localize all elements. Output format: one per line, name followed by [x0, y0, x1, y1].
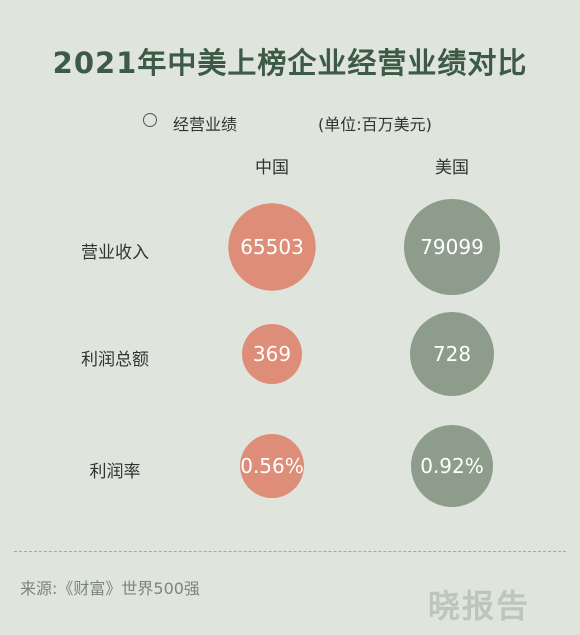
unit-label: (单位:百万美元) [318, 115, 432, 134]
bubble-0-1 [404, 199, 500, 295]
bubble-1-1 [410, 312, 494, 396]
chart-title: 2021年中美上榜企业经营业绩对比 [52, 46, 528, 80]
watermark-logo: 晓报告 [428, 587, 531, 625]
column-header-china: 中国 [255, 158, 289, 178]
row-label-margin: 利润率 [89, 462, 141, 482]
bubble-2-1 [411, 425, 493, 507]
bubble-0-0 [228, 203, 316, 291]
bubble-1-0 [242, 324, 302, 384]
bubble-2-0 [240, 434, 304, 498]
footer-divider [14, 551, 566, 552]
row-label-revenue: 营业收入 [81, 243, 149, 263]
source-note: 来源:《财富》世界500强 [20, 579, 200, 598]
column-header-usa: 美国 [435, 158, 469, 178]
bubble-label-0-0: 65503 [240, 235, 304, 259]
bubble-label-1-1: 728 [433, 342, 471, 366]
legend-label: 经营业绩 [173, 115, 238, 134]
bubble-label-0-1: 79099 [420, 235, 484, 259]
row-label-profit: 利润总额 [81, 350, 149, 370]
bubble-label-2-0: 0.56% [240, 454, 304, 478]
legend-marker [143, 113, 157, 127]
bubble-label-1-0: 369 [253, 342, 291, 366]
bubble-label-2-1: 0.92% [420, 454, 484, 478]
